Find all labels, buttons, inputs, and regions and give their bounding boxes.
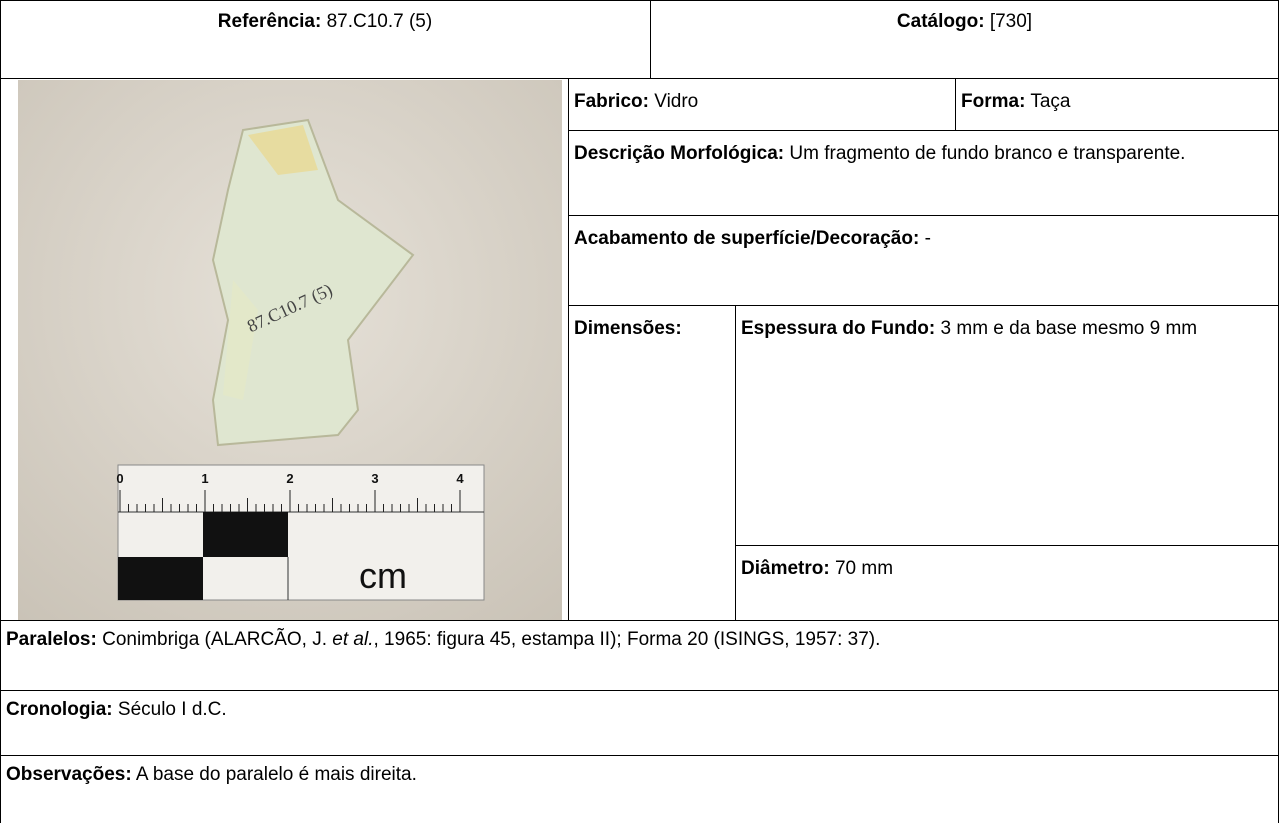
value: Século I d.C. bbox=[117, 699, 227, 720]
ruler-unit: cm bbox=[359, 555, 407, 596]
ruler-label: 1 bbox=[201, 471, 208, 486]
value: Vidro bbox=[654, 91, 699, 112]
catalog: Catálogo: [730] bbox=[650, 0, 1279, 78]
fabric: Fabrico: Vidro bbox=[568, 78, 955, 130]
value: A base do paralelo é mais direita. bbox=[135, 764, 417, 785]
border bbox=[568, 215, 1279, 216]
ruler-label: 2 bbox=[286, 471, 293, 486]
dimensions: Dimensões: bbox=[568, 305, 735, 620]
value: 70 mm bbox=[834, 558, 894, 579]
ruler-marks: 0 1 2 3 4 cm bbox=[116, 471, 464, 596]
form: Forma: Taça bbox=[955, 78, 1279, 130]
label: Dimensões: bbox=[574, 318, 682, 339]
value: 87.C10.7 (5) bbox=[326, 11, 433, 32]
border bbox=[0, 0, 1279, 1]
ruler-label: 3 bbox=[371, 471, 378, 486]
ruler-label: 0 bbox=[116, 471, 123, 486]
border bbox=[568, 305, 1279, 306]
label: Observações: bbox=[6, 764, 132, 785]
parallels: Paralelos: Conimbriga (ALARCÃO, J. et al… bbox=[0, 620, 1279, 690]
value-italic: et al. bbox=[332, 629, 374, 650]
border bbox=[955, 78, 956, 130]
border bbox=[568, 130, 1279, 131]
border bbox=[735, 545, 1279, 546]
diameter: Diâmetro: 70 mm bbox=[735, 545, 1279, 620]
label: Paralelos: bbox=[6, 629, 97, 650]
value: [730] bbox=[989, 11, 1033, 32]
thickness: Espessura do Fundo: 3 mm e da base mesmo… bbox=[735, 305, 1205, 545]
reference: Referência: 87.C10.7 (5) bbox=[0, 0, 650, 78]
border bbox=[0, 755, 1279, 756]
value: Taça bbox=[1030, 91, 1071, 112]
label: Cronologia: bbox=[6, 699, 113, 720]
value: 3 mm e da base mesmo 9 mm bbox=[940, 318, 1198, 339]
morphology: Descrição Morfológica: Um fragmento de f… bbox=[568, 130, 1279, 215]
chronology: Cronologia: Século I d.C. bbox=[0, 690, 1279, 755]
label: Referência: bbox=[217, 11, 322, 32]
label: Catálogo: bbox=[896, 11, 985, 32]
border bbox=[0, 620, 1279, 621]
value: - bbox=[924, 228, 931, 249]
label: Forma: bbox=[961, 91, 1026, 112]
photo: 87.C10.7 (5) 0 1 2 3 4cm bbox=[18, 80, 562, 620]
border bbox=[0, 0, 1, 823]
value: Conimbriga (ALARCÃO, J. bbox=[102, 629, 333, 650]
border bbox=[650, 0, 651, 78]
label: Espessura do Fundo: bbox=[741, 318, 936, 339]
border bbox=[735, 305, 736, 620]
finish: Acabamento de superfície/Decoração: - bbox=[568, 215, 1279, 305]
value: Um fragmento de fundo branco e transpare… bbox=[789, 143, 1186, 164]
observations: Observações: A base do paralelo é mais d… bbox=[0, 755, 1279, 823]
label: Acabamento de superfície/Decoração: bbox=[574, 228, 920, 249]
border bbox=[568, 78, 569, 620]
label: Descrição Morfológica: bbox=[574, 143, 785, 164]
label: Fabrico: bbox=[574, 91, 649, 112]
ruler-label: 4 bbox=[456, 471, 464, 486]
value: , 1965: figura 45, estampa II); Forma 20… bbox=[373, 629, 881, 650]
border bbox=[0, 690, 1279, 691]
label: Diâmetro: bbox=[741, 558, 830, 579]
border bbox=[0, 78, 1279, 79]
